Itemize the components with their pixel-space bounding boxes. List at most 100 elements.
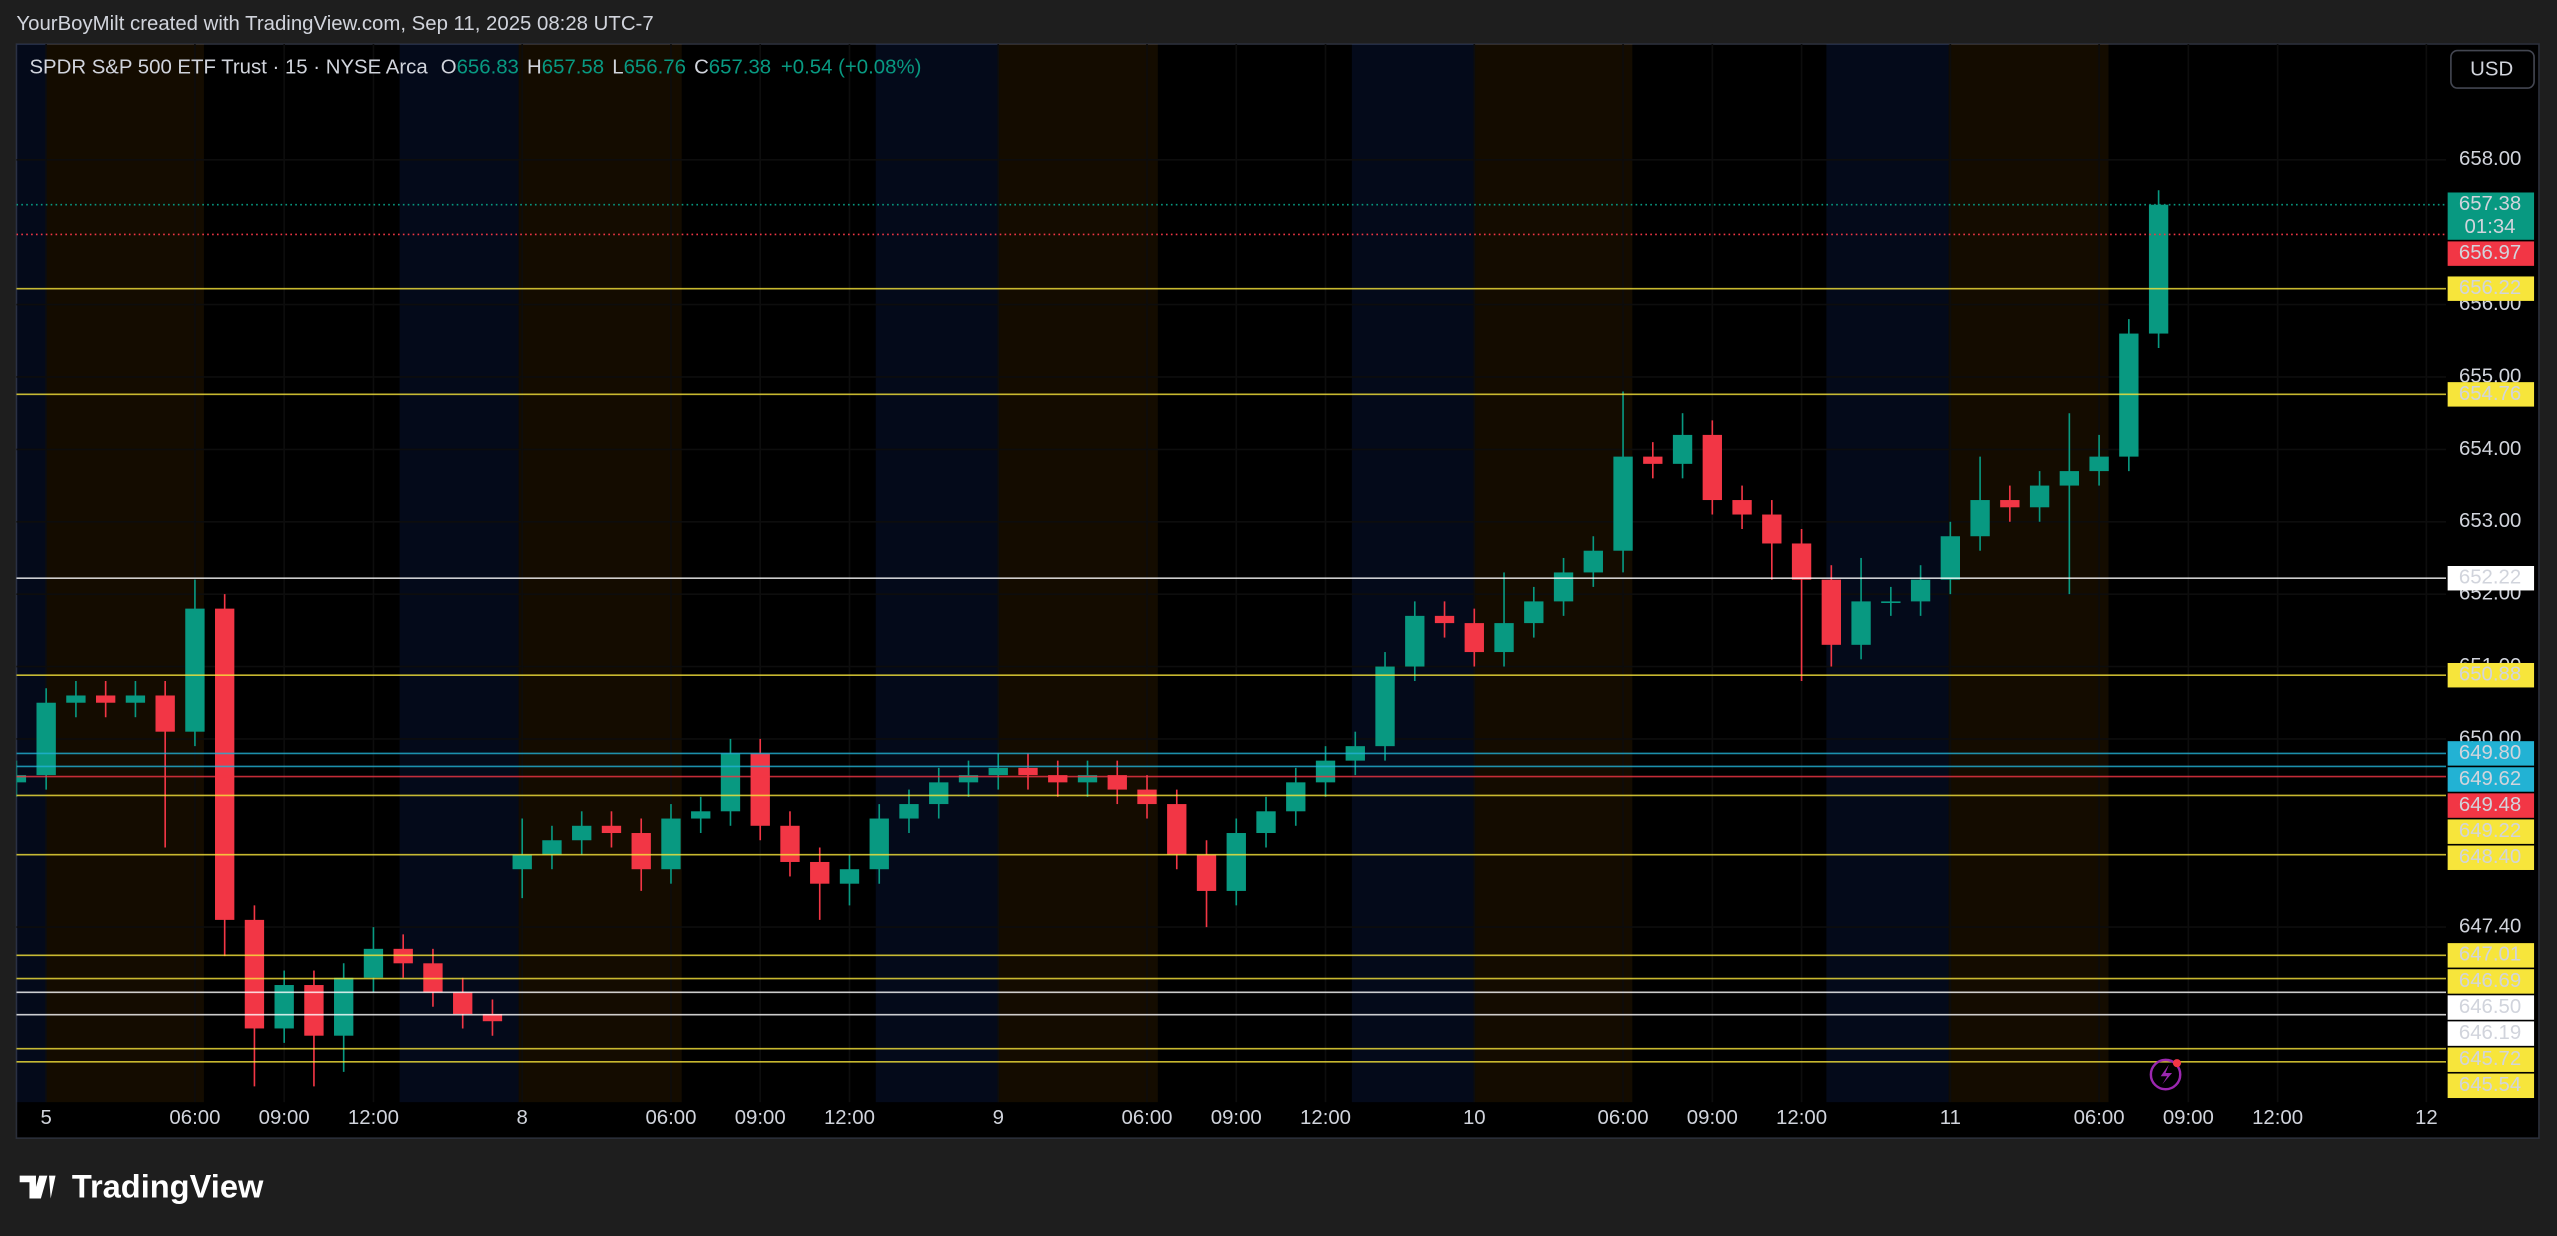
ohlc-value: 656.83 (457, 57, 519, 79)
price-label-bg (2447, 1047, 2535, 1072)
candle-body (1672, 434, 1693, 464)
price-label-bg (2447, 662, 2535, 688)
price-label: 646.50 (2459, 996, 2521, 1018)
y-tick-label: 647.40 (2459, 916, 2521, 938)
x-tick-label: 12 (2415, 1107, 2438, 1129)
price-label-bg (2447, 382, 2535, 407)
candle-body (1286, 782, 1306, 812)
candle-body (1643, 456, 1663, 464)
candle-body (1137, 789, 1157, 805)
session-shading (16, 44, 2109, 1103)
candle-body (1583, 550, 1603, 573)
candle-body (691, 811, 711, 819)
price-label: 646.69 (2459, 970, 2521, 992)
candle-body (363, 948, 384, 978)
logo-mark (19, 1175, 56, 1199)
pre-session (1474, 44, 1633, 1103)
candle-body (125, 695, 146, 703)
price-label-bg (2447, 741, 2535, 766)
price-label: 646.19 (2459, 1022, 2521, 1044)
candle-body (1821, 579, 1841, 645)
candle-body (2000, 500, 2020, 508)
price-label-bg (2447, 819, 2535, 844)
candle-body (1167, 804, 1187, 855)
candle-body (1881, 601, 1901, 604)
currency-button[interactable] (2450, 49, 2535, 89)
candle-body (1613, 456, 1633, 551)
candle-body (2059, 471, 2080, 486)
candle-body (304, 985, 324, 1036)
candle-body (1732, 500, 1752, 515)
plot (16, 44, 2447, 1103)
ohlc-key: L (612, 57, 623, 79)
post-session (1826, 44, 1949, 1103)
candle-body (2029, 485, 2050, 508)
price-label: 649.48 (2459, 794, 2521, 816)
candle-body (1851, 601, 1871, 645)
y-tick-label: 655.00 (2459, 365, 2521, 387)
change: +0.54 (+0.08%) (781, 57, 921, 79)
candle-body (453, 992, 473, 1014)
price-label-bg (2447, 1073, 2535, 1099)
ohlc-value: 657.58 (542, 57, 604, 79)
price-label: 654.76 (2459, 383, 2521, 405)
countdown: 01:34 (2465, 216, 2516, 238)
price-label: 648.40 (2459, 846, 2521, 868)
price-label-bg (2447, 1021, 2535, 1046)
x-tick-label: 09:00 (1211, 1107, 1262, 1129)
currency[interactable]: USD (2470, 59, 2513, 81)
x-tick-label: 8 (517, 1107, 528, 1129)
x-tick-label: 5 (40, 1107, 51, 1129)
candle-body (1464, 623, 1484, 653)
price-label: 649.22 (2459, 820, 2521, 842)
price-label: 647.01 (2459, 944, 2521, 966)
x-tick-label: 06:00 (1598, 1107, 1649, 1129)
ohlc-key: C (694, 57, 709, 79)
ohlc-key: O (441, 57, 457, 79)
x-tick-label: 10 (1463, 1107, 1486, 1129)
candle-body (780, 825, 800, 862)
price-label-bg (2447, 192, 2535, 240)
alert-icon[interactable] (2149, 1058, 2182, 1091)
x-tick-label: 9 (993, 1107, 1004, 1129)
x-tick-label: 09:00 (259, 1107, 310, 1129)
candle-body (899, 804, 919, 819)
candle-body (1405, 615, 1425, 667)
candle-body (988, 767, 1008, 776)
candle-body (66, 695, 86, 703)
candle-body (810, 861, 830, 884)
price-scale: 658.00656.00655.00654.00653.00652.00651.… (2447, 148, 2535, 1099)
price-label: 650.88 (2459, 664, 2521, 686)
candle-body (215, 608, 235, 920)
candle-body (1940, 536, 1961, 580)
candle-body (244, 919, 265, 1029)
x-tick-label: 11 (1940, 1107, 1961, 1129)
candle-body (1762, 514, 1782, 544)
candle-body (1315, 760, 1336, 783)
price-label-bg (2447, 276, 2535, 301)
pre-session (1948, 44, 2109, 1103)
legend: SPDR S&P 500 ETF Trust · 15 · NYSE Arca O… (29, 57, 921, 79)
candle-body (1196, 854, 1217, 891)
x-tick-label: 09:00 (1687, 1107, 1738, 1129)
candle-body (1107, 775, 1127, 790)
candle-body (1077, 775, 1098, 783)
price-label-bg (2447, 793, 2535, 818)
price-label-bg (2447, 943, 2535, 968)
pre-session (998, 44, 1158, 1103)
candle-body (1791, 543, 1812, 580)
legend-text: SPDR S&P 500 ETF Trust · 15 · NYSE Arca O… (29, 57, 921, 79)
alert-bolt (2160, 1064, 2173, 1085)
price-label-bg (2447, 241, 2535, 266)
header-text: YourBoyMilt created with TradingView.com… (16, 13, 653, 35)
post-session (1351, 44, 1475, 1103)
candle-body (2148, 204, 2169, 334)
price-label-bg (2447, 565, 2535, 591)
x-tick-label: 09:00 (2163, 1107, 2214, 1129)
price-label: 645.54 (2459, 1074, 2521, 1096)
candle-body (601, 825, 622, 834)
candle-body (1018, 767, 1038, 776)
candle-body (1524, 601, 1544, 624)
